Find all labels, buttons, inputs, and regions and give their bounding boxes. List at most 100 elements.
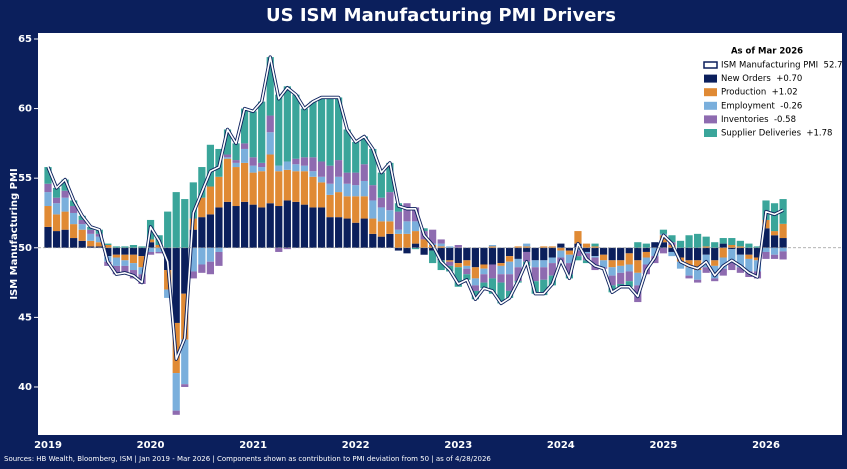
bar-segment (608, 267, 616, 276)
bar-segment (129, 263, 138, 271)
bar-segment (369, 185, 377, 201)
bar-segment (548, 247, 556, 258)
bar-segment (206, 214, 215, 248)
bar-segment (181, 247, 189, 294)
bar-segment (266, 132, 274, 155)
bar-segment (642, 257, 650, 265)
bar-segment (360, 218, 368, 248)
bar-segment (121, 265, 129, 275)
bar-segment (548, 263, 556, 276)
bar-segment (676, 261, 685, 269)
legend-swatch (704, 74, 717, 83)
bar-segment (702, 247, 710, 255)
bar-segment (728, 238, 736, 245)
bar-segment (352, 196, 360, 223)
bar-segment (198, 167, 206, 198)
x-tick-label: 2019 (34, 440, 62, 451)
bar-segment (369, 233, 377, 248)
bar-segment (480, 268, 488, 275)
bar-segment (728, 244, 736, 248)
bar-segment (540, 260, 548, 268)
bar-segment (625, 281, 633, 287)
bar-segment (471, 278, 479, 286)
bar-segment (275, 206, 283, 248)
bar-segment (497, 265, 505, 275)
bar-segment (480, 264, 488, 269)
bar-segment (634, 247, 642, 261)
bar-segment (78, 219, 86, 225)
bar-segment (164, 289, 172, 298)
bar-segment (104, 243, 112, 245)
bar-segment (240, 143, 249, 149)
bar-segment (317, 207, 326, 248)
legend-swatch (704, 88, 717, 97)
bar-segment (104, 244, 112, 248)
bar-segment (728, 249, 736, 262)
bar-segment (625, 271, 633, 282)
bar-segment (403, 233, 411, 248)
bar-segment (292, 171, 300, 202)
bar-segment (642, 243, 650, 248)
bar-segment (283, 247, 291, 250)
bar-segment (420, 247, 428, 255)
bar-segment (172, 410, 180, 415)
bar-segment (702, 246, 710, 248)
bar-segment (44, 206, 52, 227)
bar-segment (540, 279, 548, 296)
bar-segment (146, 251, 155, 255)
bar-segment (514, 267, 522, 282)
bar-segment (711, 260, 719, 266)
bar-segment (206, 186, 215, 215)
bar-segment (617, 272, 625, 284)
bar-segment (505, 261, 514, 275)
x-tick-label: 2023 (444, 440, 472, 451)
bar-segment (446, 246, 454, 248)
bar-segment (44, 226, 52, 248)
bar-segment (394, 211, 403, 230)
bar-segment (651, 247, 659, 257)
bar-segment (608, 260, 616, 268)
bar-segment (386, 221, 394, 234)
bar-segment (335, 176, 343, 193)
bar-segment (198, 217, 206, 248)
bar-segment (659, 242, 668, 248)
bar-segment (300, 165, 309, 172)
bar-segment (326, 183, 334, 195)
bar-segment (505, 247, 514, 257)
bar-segment (343, 172, 351, 184)
bar-segment (52, 231, 61, 248)
bar-segment (411, 207, 420, 222)
bar-segment (223, 154, 232, 158)
x-tick-label: 2026 (752, 440, 780, 451)
bar-segment (463, 265, 471, 269)
bar-segment (514, 246, 522, 248)
bar-segment (429, 250, 437, 264)
bar-segment (685, 247, 693, 261)
bar-segment (488, 247, 497, 265)
bar-segment (146, 242, 155, 248)
bar-segment (138, 247, 146, 257)
bar-segment (505, 256, 514, 262)
bar-segment (685, 267, 693, 276)
bar-segment (52, 187, 61, 198)
bar-segment (719, 243, 727, 248)
bar-segment (61, 211, 69, 230)
bar-segment (437, 243, 445, 247)
bar-segment (377, 207, 385, 222)
bar-segment (343, 183, 351, 197)
bar-segment (240, 148, 249, 163)
bar-segment (129, 247, 138, 255)
bar-segment (223, 157, 232, 159)
bar-segment (548, 246, 556, 248)
bar-segment (420, 239, 428, 248)
bar-segment (78, 224, 86, 230)
bar-segment (189, 271, 197, 279)
bar-segment (694, 270, 702, 280)
bar-segment (309, 207, 317, 248)
bar-segment (240, 162, 249, 202)
bar-segment (369, 218, 377, 234)
bar-segment (668, 251, 676, 257)
bar-segment (189, 182, 197, 219)
bar-segment (275, 165, 283, 172)
